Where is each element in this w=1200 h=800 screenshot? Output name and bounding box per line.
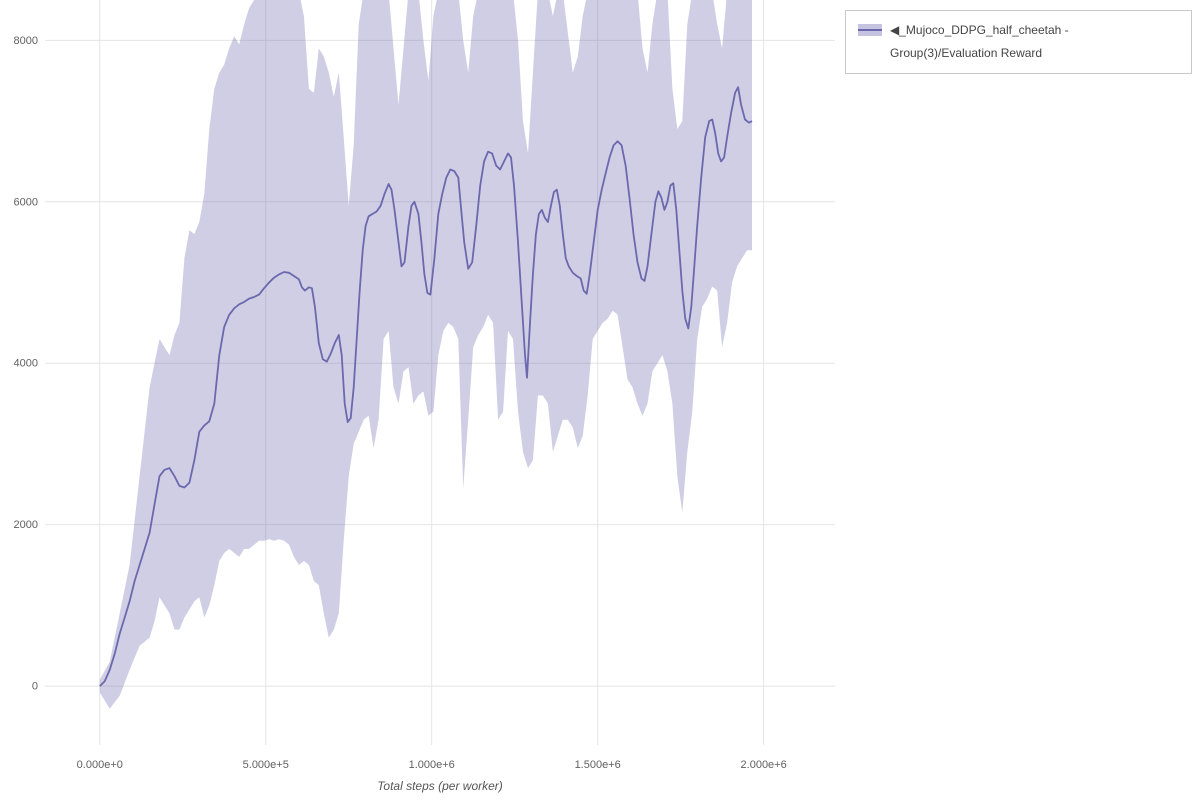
legend-line-icon	[858, 29, 882, 31]
reward-line	[99, 86, 753, 687]
plot-svg[interactable]: 0 2000 4000 6000 8000 0.000e+0 5.000e+5 1.000e+…	[0, 0, 840, 800]
confidence-band	[99, 0, 752, 709]
x-axis-title: Total steps (per worker)	[377, 779, 503, 793]
x-tick-label: 0.000e+0	[77, 759, 123, 771]
y-tick-label: 2000	[14, 519, 38, 531]
legend-label: ◀_Mujoco_DDPG_half_cheetah - Group(3)/Ev…	[890, 23, 1069, 60]
y-tick-label: 6000	[14, 196, 38, 208]
x-tick-label: 1.500e+6	[575, 759, 621, 771]
legend-item[interactable]: ◀_Mujoco_DDPG_half_cheetah - Group(3)/Ev…	[858, 19, 1179, 65]
gridlines	[45, 0, 835, 745]
x-tick-label: 5.000e+5	[243, 759, 289, 771]
y-tick-label: 8000	[14, 35, 38, 47]
y-tick-label: 4000	[14, 358, 38, 370]
x-tick-label: 2.000e+6	[741, 759, 787, 771]
legend: ◀_Mujoco_DDPG_half_cheetah - Group(3)/Ev…	[845, 10, 1192, 74]
legend-swatch-icon	[858, 24, 882, 36]
x-tick-label: 1.000e+6	[409, 759, 455, 771]
y-tick-label: 0	[32, 681, 38, 693]
